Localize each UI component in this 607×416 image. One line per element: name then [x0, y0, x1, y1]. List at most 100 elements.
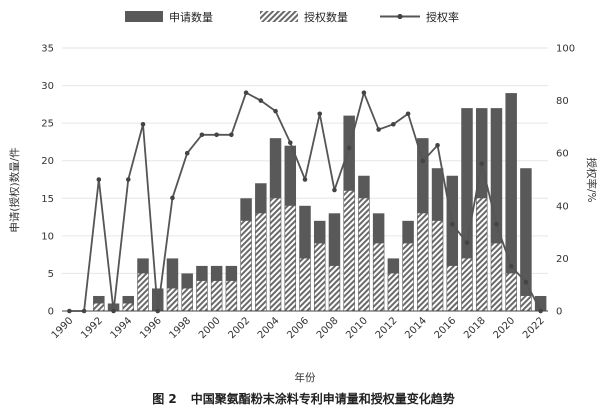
y-tick-label: 25 [41, 119, 54, 130]
rate-point-2014 [420, 158, 426, 164]
rate-point-2016 [449, 221, 455, 227]
y-tick-label: 20 [41, 156, 54, 167]
y2-axis-title: 授权率/% [585, 157, 598, 202]
bar-grant-2006 [299, 258, 311, 311]
bar-application-2008 [328, 213, 341, 311]
bar-grant-1998 [182, 288, 193, 311]
legend-swatch-grant [260, 11, 298, 22]
y2-tick-label: 100 [556, 44, 575, 55]
rate-point-1998 [184, 150, 190, 156]
bar-grant-2001 [226, 280, 237, 311]
bar-grant-2016 [447, 265, 458, 311]
bar-grant-2018 [476, 198, 487, 311]
legend-label-rate: 授权率 [426, 10, 459, 24]
bar-application-2021 [520, 168, 532, 311]
rate-point-2020 [508, 263, 514, 269]
x-tick-label: 2006 [285, 315, 311, 341]
rate-point-2010 [361, 90, 367, 96]
bar-grant-1992 [93, 303, 104, 311]
bar-grant-1997 [167, 288, 178, 311]
bar-grant-2002 [240, 220, 252, 311]
bar-grant-2021 [520, 295, 532, 311]
bar-grant-2009 [344, 190, 355, 311]
bar-grant-1995 [137, 273, 149, 311]
rate-point-2011 [376, 127, 381, 132]
rate-point-2001 [229, 132, 234, 138]
x-tick-label: 2022 [521, 315, 547, 341]
y-tick-label: 0 [48, 307, 54, 318]
bar-grant-1994 [123, 303, 134, 311]
x-tick-label: 2020 [492, 315, 518, 341]
x-tick-label: 2016 [433, 315, 459, 341]
bar-application-1997 [166, 258, 179, 311]
rate-point-2019 [494, 221, 499, 227]
bar-grant-2010 [358, 198, 370, 311]
y2-tick-label: 40 [556, 201, 569, 212]
bar-grant-2012 [388, 273, 399, 311]
y-tick-label: 35 [41, 44, 54, 55]
rate-point-2000 [214, 132, 219, 138]
rate-point-2008 [332, 187, 337, 193]
bar-grant-2000 [211, 280, 222, 311]
legend-marker-rate [397, 13, 403, 20]
bar-grant-2019 [491, 243, 502, 311]
rate-point-2012 [391, 121, 396, 127]
bar-grant-2003 [255, 213, 266, 311]
rate-point-2021 [523, 279, 529, 285]
y-tick-label: 15 [41, 194, 54, 205]
rate-point-2017 [464, 240, 470, 245]
bar-grant-1999 [196, 280, 208, 311]
x-tick-label: 1996 [138, 315, 164, 341]
x-tick-label: 2014 [403, 315, 429, 341]
bar-grant-2005 [285, 205, 296, 311]
legend-label-grant: 授权数量 [304, 10, 348, 24]
x-tick-label: 2010 [344, 315, 370, 341]
bar-grant-2014 [417, 213, 428, 311]
bar-grant-2013 [402, 243, 414, 311]
rate-point-1995 [140, 121, 146, 127]
y2-tick-label: 0 [556, 307, 562, 318]
legend-swatch-application [125, 11, 163, 22]
x-tick-label: 1998 [168, 315, 194, 341]
legend: 申请数量 授权数量 授权率 [125, 10, 459, 24]
x-tick-label: 2002 [226, 315, 252, 341]
figure-caption: 图 2 中国聚氨酯粉末涂料专利申请量和授权量变化趋势 [0, 390, 607, 407]
bar-grant-2011 [373, 243, 384, 311]
y-tick-label: 30 [41, 81, 54, 92]
bar-grant-2004 [270, 198, 281, 311]
rate-point-2013 [405, 111, 411, 117]
bar-application-2022 [534, 295, 547, 311]
bar-application-2019 [490, 108, 503, 311]
rate-point-2006 [302, 177, 308, 182]
rate-point-1997 [170, 195, 175, 201]
x-axis-title: 年份 [295, 371, 316, 384]
rate-point-2004 [273, 108, 278, 114]
rate-point-1999 [199, 132, 205, 138]
bar-grant-2008 [329, 265, 340, 311]
figure-title: 中国聚氨酯粉末涂料专利申请量和授权量变化趋势 [190, 392, 455, 406]
y2-tick-label: 20 [556, 254, 569, 265]
y-tick-label: 5 [48, 269, 54, 280]
rate-point-1992 [96, 177, 102, 182]
y2-tick-label: 80 [556, 96, 569, 107]
rate-point-2007 [317, 111, 323, 117]
y2-tick-label: 60 [556, 149, 569, 160]
legend-label-application: 申请数量 [169, 11, 213, 24]
x-tick-label: 2012 [374, 315, 400, 341]
bar-grant-2020 [506, 273, 517, 311]
bar-application-2020 [505, 93, 517, 311]
combo-chart: 申请数量 授权数量 授权率 0 5 10 15 20 25 30 35 0 20 40 60 80 100… [8, 10, 598, 384]
bars [93, 93, 547, 311]
bar-grant-2015 [432, 220, 443, 311]
y-tick-label: 10 [41, 231, 54, 242]
x-tick-label: 1992 [79, 315, 105, 341]
bar-application-2016 [446, 175, 459, 311]
x-tick-label: 1994 [109, 315, 135, 341]
rate-point-2015 [435, 143, 440, 148]
rate-point-2005 [287, 140, 293, 145]
x-tick-label: 2000 [197, 315, 223, 341]
bar-application-2017 [461, 108, 473, 311]
rate-point-1994 [125, 177, 131, 182]
x-tick-label: 2008 [315, 315, 341, 341]
bar-grant-2007 [314, 243, 325, 311]
